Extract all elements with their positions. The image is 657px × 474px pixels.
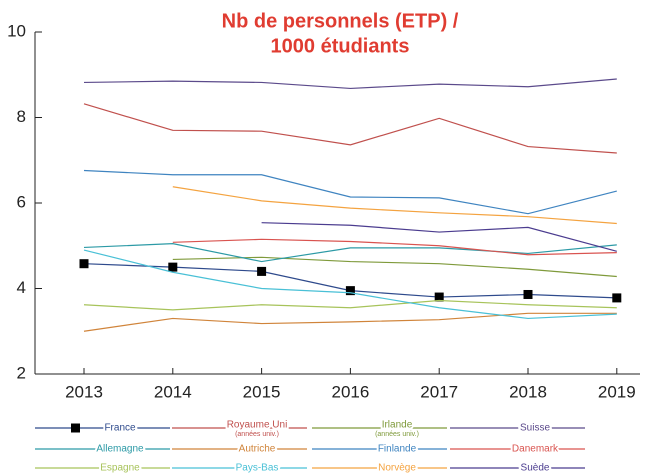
legend-label: Danemark — [512, 444, 559, 455]
point-marker — [345, 286, 355, 296]
x-tick-label: 2016 — [331, 382, 369, 401]
y-tick-label: 8 — [17, 107, 26, 126]
y-tick-label: 4 — [17, 278, 26, 297]
series-line — [172, 186, 617, 225]
x-tick-label: 2017 — [420, 382, 458, 401]
point-marker — [257, 266, 267, 276]
series-line — [83, 249, 617, 320]
legend-label: Suisse — [520, 423, 550, 434]
legend-note: (années univ.) — [375, 431, 419, 438]
legend-note: (années univ.) — [235, 431, 279, 438]
point-marker — [79, 259, 89, 269]
legend-label: Autriche — [239, 444, 276, 455]
legend-label: France — [104, 423, 136, 434]
chart-title: Nb de personnels (ETP) / — [222, 10, 459, 32]
series-line — [83, 169, 617, 215]
series-line — [83, 312, 617, 332]
x-tick-label: 2013 — [65, 382, 103, 401]
legend-label: Finlande — [378, 444, 417, 455]
series-line — [83, 299, 617, 311]
legend-label: Norvège — [378, 463, 416, 474]
legend-label: Royaume Uni — [227, 420, 288, 431]
point-marker — [434, 292, 444, 302]
chart-title: 1000 étudiants — [271, 35, 410, 57]
point-marker — [168, 262, 178, 272]
series-line — [83, 243, 617, 263]
y-tick-label: 10 — [7, 21, 26, 40]
legend-label: Irlande — [382, 420, 413, 431]
point-marker — [523, 289, 533, 299]
legend-label: Allemagne — [96, 444, 144, 455]
series-line — [83, 78, 617, 90]
series-line — [83, 103, 617, 154]
x-tick-label: 2014 — [154, 382, 192, 401]
y-tick-label: 2 — [17, 363, 26, 382]
series-line — [172, 238, 617, 256]
y-tick-label: 6 — [17, 192, 26, 211]
x-tick-label: 2015 — [243, 382, 281, 401]
point-marker — [612, 293, 622, 303]
x-tick-label: 2019 — [598, 382, 636, 401]
legend-label: Pays-Bas — [236, 463, 279, 474]
legend-marker — [71, 423, 80, 433]
series-line — [172, 256, 617, 278]
legend-label: Suède — [521, 463, 550, 474]
legend-label: Espagne — [100, 463, 140, 474]
series-line — [261, 222, 617, 252]
x-tick-label: 2018 — [509, 382, 547, 401]
